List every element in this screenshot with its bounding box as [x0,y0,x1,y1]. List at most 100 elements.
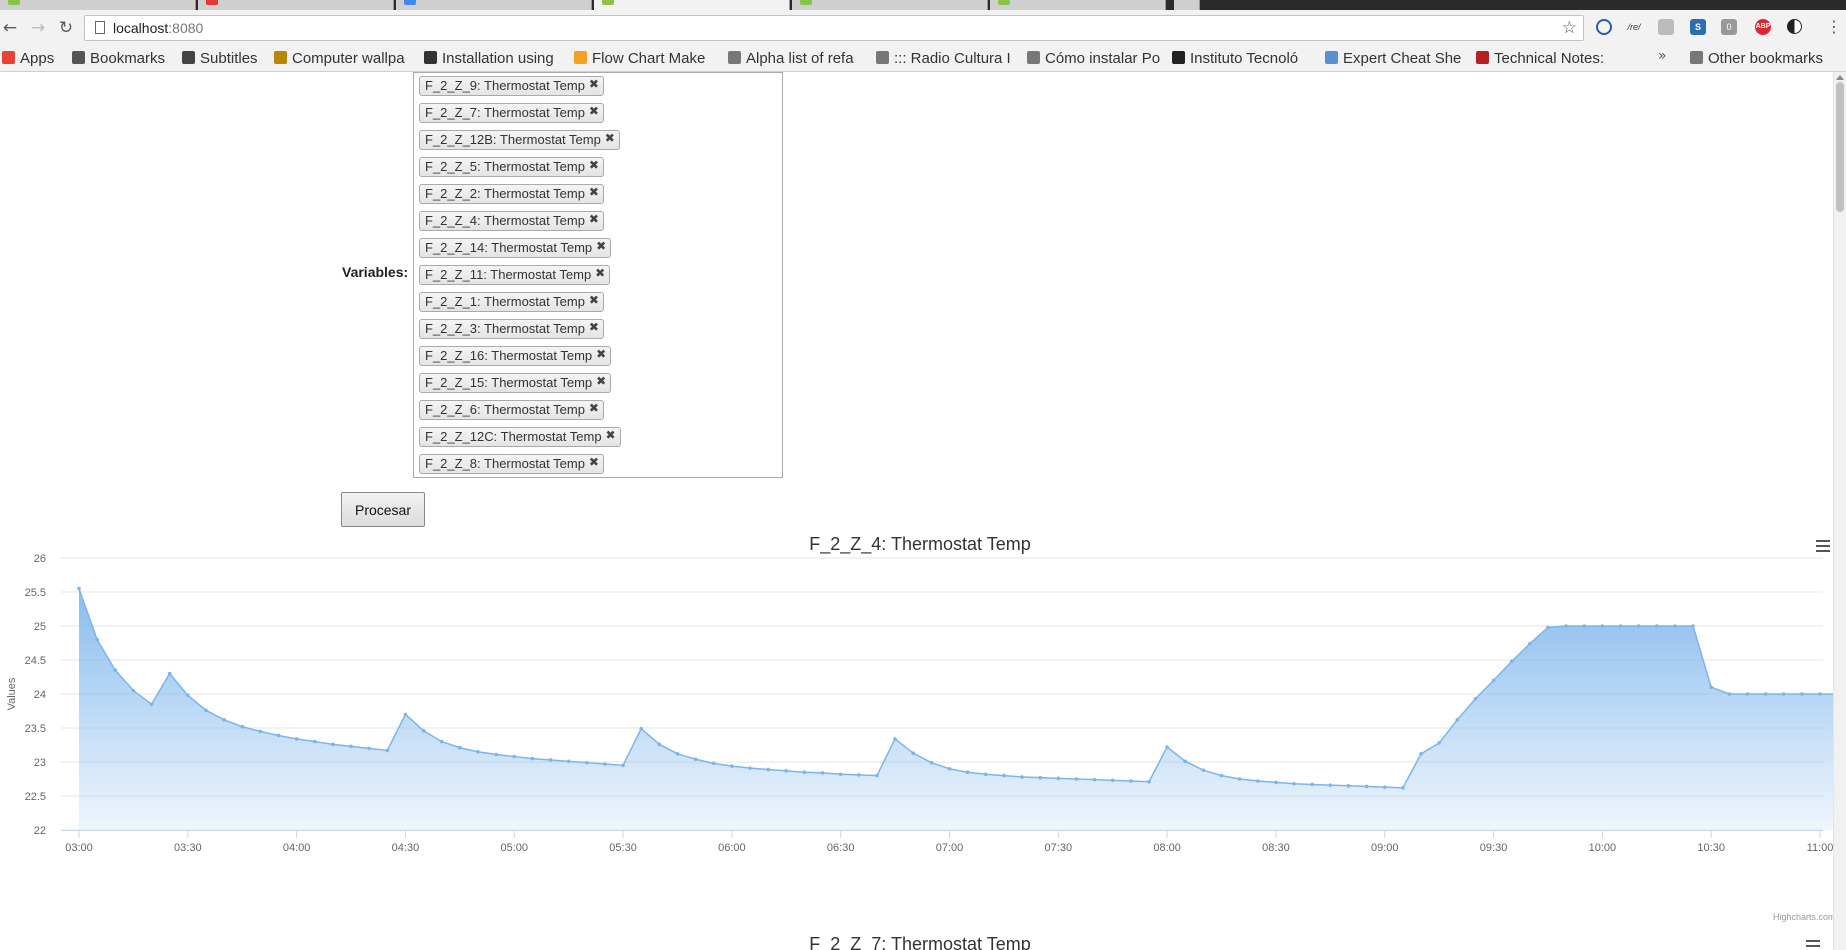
data-point[interactable] [1401,786,1405,790]
data-point[interactable] [1636,624,1641,628]
remove-chip-icon[interactable]: ✖ [588,320,599,334]
data-point[interactable] [566,759,571,764]
remove-chip-icon[interactable]: ✖ [588,77,599,91]
data-point[interactable] [730,764,734,768]
s-extension-icon[interactable]: S [1690,19,1706,35]
data-point[interactable] [77,586,81,591]
data-point[interactable] [857,773,861,777]
procesar-button[interactable]: Procesar [341,492,425,527]
data-point[interactable] [1455,718,1460,722]
data-point[interactable] [331,742,335,747]
data-point[interactable] [911,751,916,755]
scroll-up-icon[interactable] [1836,75,1844,80]
data-point[interactable] [421,728,426,733]
contrast-extension-icon[interactable] [1787,19,1802,34]
chart-menu-icon[interactable] [1806,940,1820,950]
data-point[interactable] [349,744,353,749]
data-point[interactable] [1800,692,1804,696]
data-point[interactable] [838,772,843,777]
data-point[interactable] [131,688,136,693]
bookmark-item[interactable]: Computer wallpa [274,49,405,69]
data-point[interactable] [222,718,226,722]
data-point[interactable] [1038,775,1042,780]
data-point[interactable] [1165,745,1169,749]
data-point[interactable] [1709,685,1713,689]
remove-chip-icon[interactable]: ✖ [588,104,599,118]
data-point[interactable] [983,772,988,777]
data-point[interactable] [1328,783,1333,787]
data-point[interactable] [893,737,897,741]
remove-chip-icon[interactable]: ✖ [588,212,599,226]
bookmark-item[interactable]: Technical Notes: [1476,49,1604,69]
data-point[interactable] [294,737,299,741]
data-point[interactable] [1745,692,1750,696]
data-point[interactable] [1310,782,1315,787]
data-point[interactable] [1727,692,1732,696]
browser-tab-active[interactable] [594,0,790,10]
data-point[interactable] [1781,692,1786,696]
scrollbar-thumb[interactable] [1836,82,1844,212]
data-point[interactable] [1546,625,1550,630]
remove-chip-icon[interactable]: ✖ [595,266,606,280]
bookmark-item[interactable]: Expert Cheat She [1325,49,1461,69]
data-point[interactable] [820,771,825,775]
more-bookmarks-chevron-icon[interactable]: » [1658,48,1667,64]
data-point[interactable] [1256,779,1260,783]
data-point[interactable] [458,745,462,750]
counter-extension-icon[interactable]: 0 [1721,19,1737,35]
data-point[interactable] [1419,752,1423,756]
data-point[interactable] [1147,779,1151,784]
data-point[interactable] [1201,768,1206,772]
bookmark-item[interactable]: Apps [2,49,54,69]
remove-chip-icon[interactable]: ✖ [588,455,599,469]
data-point[interactable] [403,712,408,717]
data-point[interactable] [1237,777,1242,781]
other-bookmarks[interactable]: Other bookmarks [1690,49,1823,69]
back-arrow-icon[interactable]: ← [2,18,18,38]
browser-tab[interactable] [0,0,196,10]
chart-menu-icon[interactable] [1816,540,1830,555]
data-point[interactable] [1473,696,1478,701]
data-point[interactable] [1600,624,1605,628]
data-point[interactable] [276,733,281,738]
remove-chip-icon[interactable]: ✖ [605,428,616,442]
browser-tab[interactable] [198,0,394,10]
remove-chip-icon[interactable]: ✖ [604,131,615,145]
bookmark-item[interactable]: ::: Radio Cultura I [876,49,1011,69]
data-point[interactable] [639,726,643,731]
data-point[interactable] [494,752,498,757]
data-point[interactable] [657,742,662,747]
data-point[interactable] [1818,692,1822,696]
data-point[interactable] [875,773,879,778]
data-point[interactable] [1074,777,1079,781]
data-point[interactable] [512,754,517,759]
page-scrollbar[interactable] [1833,72,1846,950]
data-point[interactable] [1564,624,1568,628]
data-point[interactable] [766,767,770,772]
data-point[interactable] [693,757,698,762]
reload-icon[interactable]: ↻ [58,18,74,38]
address-bar[interactable]: localhost:8080 ☆ [84,15,1584,41]
data-point[interactable] [1292,781,1296,786]
browser-tab[interactable] [792,0,988,10]
remove-chip-icon[interactable]: ✖ [596,239,607,253]
bookmark-item[interactable]: Subtitles [182,49,258,69]
data-point[interactable] [947,767,952,771]
data-point[interactable] [1509,659,1514,664]
remove-chip-icon[interactable]: ✖ [596,347,607,361]
regex-extension-icon[interactable]: /re/ [1627,22,1641,32]
data-point[interactable] [584,760,589,765]
new-tab-button[interactable] [1174,0,1200,10]
data-point[interactable] [603,762,607,766]
data-point[interactable] [929,760,934,765]
remove-chip-icon[interactable]: ✖ [596,374,607,388]
data-point[interactable] [711,761,716,766]
data-point[interactable] [748,766,752,770]
data-point[interactable] [1364,784,1369,789]
data-point[interactable] [530,756,535,761]
data-point[interactable] [385,748,390,753]
data-point[interactable] [802,770,807,774]
bookmark-item[interactable]: Flow Chart Make [574,49,705,69]
data-point[interactable] [1382,785,1387,789]
bookmark-item[interactable]: Bookmarks [72,49,165,69]
